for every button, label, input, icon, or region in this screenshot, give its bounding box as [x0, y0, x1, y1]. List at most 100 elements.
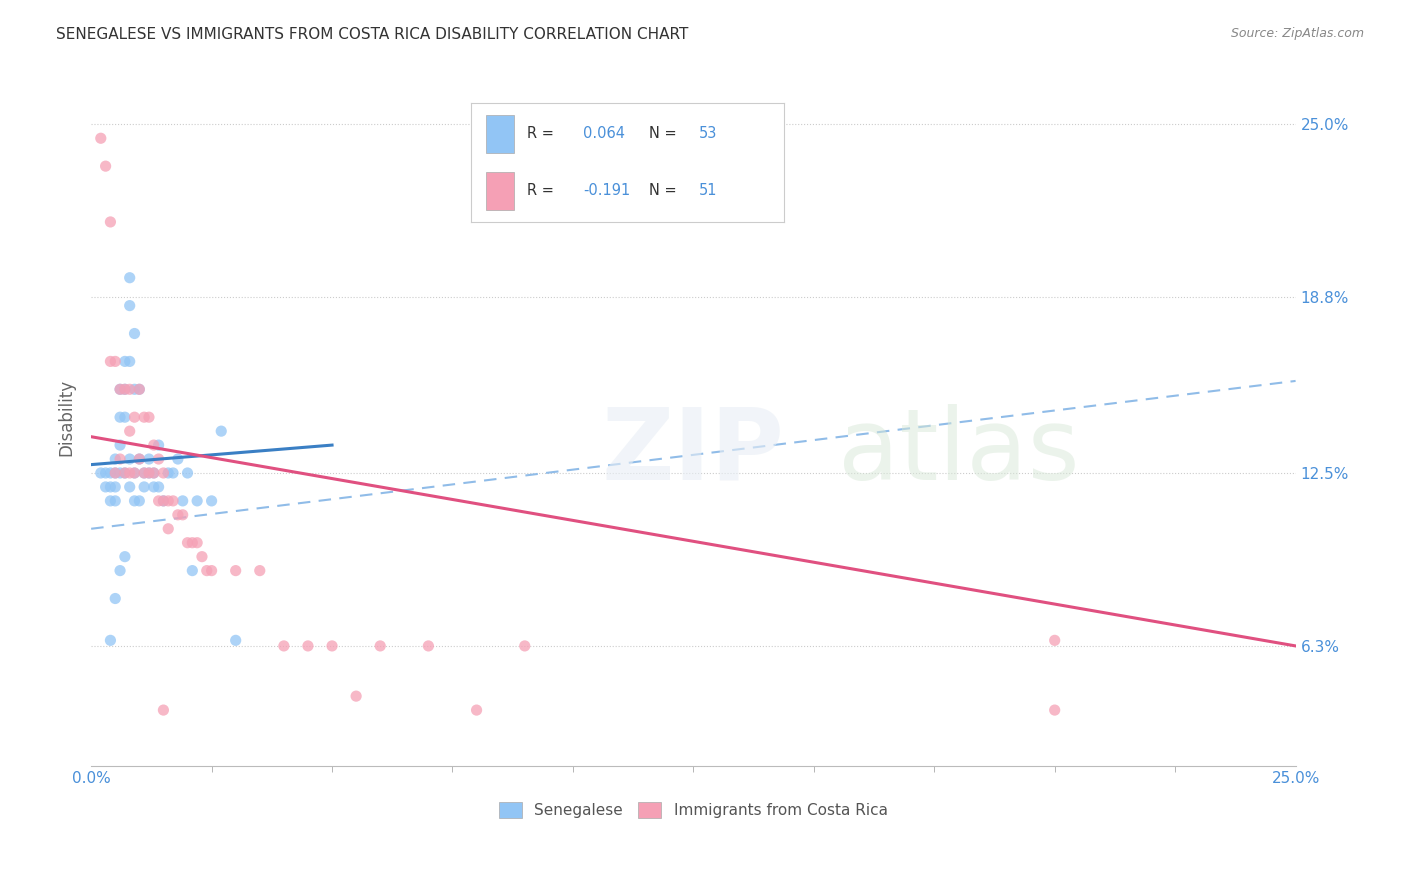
Point — [94, 480, 117, 494]
Point — [108, 382, 131, 396]
Point — [200, 494, 222, 508]
Point — [134, 466, 156, 480]
Point — [297, 639, 319, 653]
Point — [167, 508, 190, 522]
Point — [118, 466, 141, 480]
Point — [108, 564, 131, 578]
Point — [100, 494, 122, 508]
Point — [118, 354, 141, 368]
Point — [134, 480, 156, 494]
Point — [124, 410, 146, 425]
Point — [138, 466, 160, 480]
Point — [148, 452, 170, 467]
Point — [128, 382, 150, 396]
Point — [94, 159, 117, 173]
Point — [172, 508, 194, 522]
Point — [100, 633, 122, 648]
Point — [114, 466, 136, 480]
Point — [167, 452, 190, 467]
Point — [138, 466, 160, 480]
Point — [321, 639, 343, 653]
Point — [148, 438, 170, 452]
Point — [104, 466, 127, 480]
Point — [108, 438, 131, 452]
Point — [118, 382, 141, 396]
Point — [209, 424, 232, 438]
Point — [128, 452, 150, 467]
Point — [225, 633, 247, 648]
Legend: Senegalese, Immigrants from Costa Rica: Senegalese, Immigrants from Costa Rica — [494, 797, 894, 824]
Point — [157, 466, 180, 480]
Point — [200, 564, 222, 578]
Point — [138, 410, 160, 425]
Point — [249, 564, 271, 578]
Point — [114, 382, 136, 396]
Point — [152, 703, 174, 717]
Point — [152, 466, 174, 480]
Point — [118, 424, 141, 438]
Point — [181, 564, 204, 578]
Text: SENEGALESE VS IMMIGRANTS FROM COSTA RICA DISABILITY CORRELATION CHART: SENEGALESE VS IMMIGRANTS FROM COSTA RICA… — [56, 27, 689, 42]
Point — [138, 452, 160, 467]
Point — [162, 466, 184, 480]
Text: ZIP: ZIP — [602, 403, 785, 500]
Point — [1043, 633, 1066, 648]
Point — [104, 480, 127, 494]
Point — [104, 354, 127, 368]
Point — [124, 466, 146, 480]
Point — [124, 326, 146, 341]
Point — [157, 494, 180, 508]
Point — [118, 480, 141, 494]
Point — [104, 452, 127, 467]
Point — [134, 410, 156, 425]
Point — [118, 299, 141, 313]
Point — [114, 354, 136, 368]
Point — [108, 410, 131, 425]
Point — [176, 466, 198, 480]
Point — [225, 564, 247, 578]
Point — [90, 131, 112, 145]
Point — [104, 494, 127, 508]
Point — [142, 466, 165, 480]
Point — [118, 270, 141, 285]
Point — [100, 466, 122, 480]
Point — [90, 466, 112, 480]
Text: atlas: atlas — [838, 403, 1080, 500]
Point — [114, 410, 136, 425]
Point — [142, 438, 165, 452]
Point — [124, 466, 146, 480]
Point — [176, 535, 198, 549]
Text: Source: ZipAtlas.com: Source: ZipAtlas.com — [1230, 27, 1364, 40]
Point — [128, 494, 150, 508]
Point — [128, 382, 150, 396]
Point — [124, 382, 146, 396]
Point — [94, 466, 117, 480]
Point — [100, 354, 122, 368]
Point — [108, 466, 131, 480]
Point — [1043, 703, 1066, 717]
Point — [118, 452, 141, 467]
Point — [114, 466, 136, 480]
Point — [181, 535, 204, 549]
Point — [368, 639, 391, 653]
Point — [104, 591, 127, 606]
Point — [172, 494, 194, 508]
Point — [418, 639, 440, 653]
Point — [100, 215, 122, 229]
Point — [344, 689, 367, 703]
Point — [186, 494, 208, 508]
Point — [162, 494, 184, 508]
Point — [465, 703, 488, 717]
Point — [142, 466, 165, 480]
Point — [152, 494, 174, 508]
Point — [513, 639, 536, 653]
Point — [104, 466, 127, 480]
Point — [186, 535, 208, 549]
Point — [114, 382, 136, 396]
Point — [128, 452, 150, 467]
Point — [148, 494, 170, 508]
Point — [124, 494, 146, 508]
Point — [134, 466, 156, 480]
Point — [108, 452, 131, 467]
Point — [142, 480, 165, 494]
